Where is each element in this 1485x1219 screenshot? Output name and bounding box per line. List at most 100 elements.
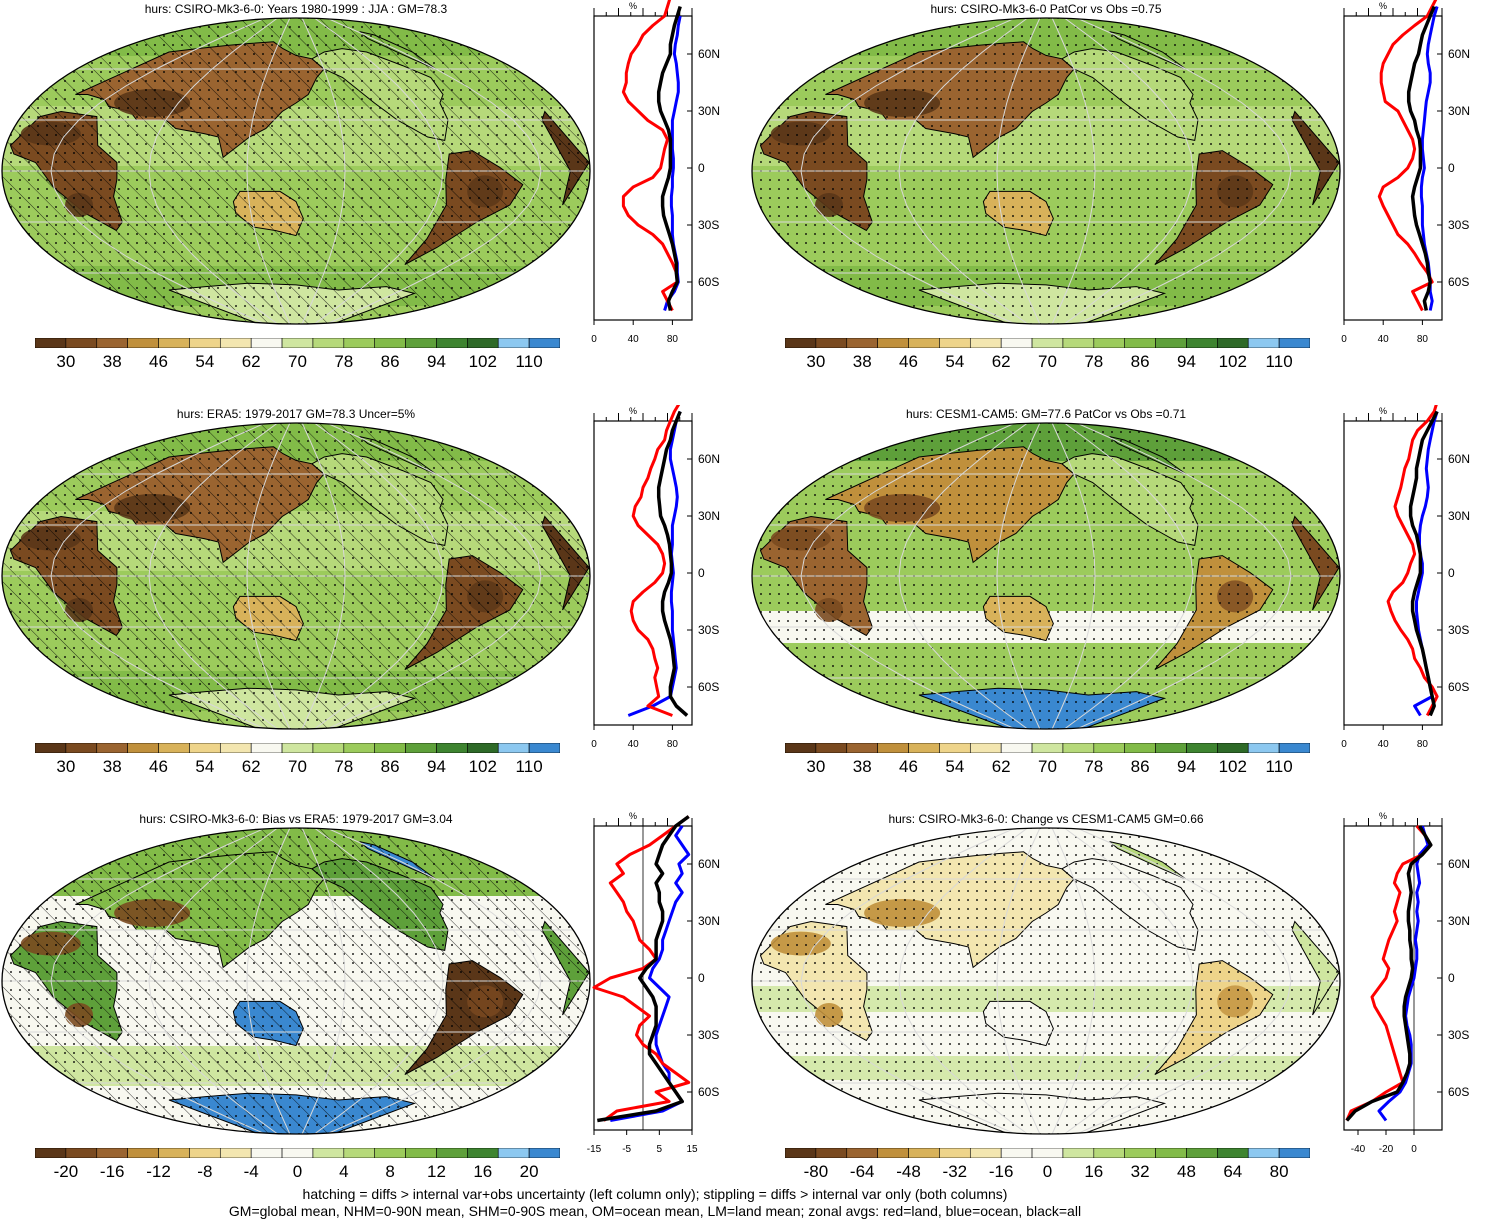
land-zonal-line — [592, 815, 691, 1122]
colorbar-swatch — [908, 1148, 940, 1158]
x-tick-label: 0 — [591, 739, 597, 750]
colorbar-label: 0 — [292, 1162, 303, 1181]
panel-6: hurs: CSIRO-Mk3-6-0: Change vs CESM1-CAM… — [750, 810, 1470, 1190]
colorbar-swatch — [219, 1148, 252, 1158]
colorbar-swatch — [497, 1148, 530, 1158]
colorbar-label: 102 — [468, 757, 497, 776]
colorbar-label: 70 — [1038, 352, 1057, 371]
longitude-line — [50, 18, 266, 324]
colorbar-label: -32 — [942, 1162, 968, 1181]
colorbar-swatch — [467, 1148, 499, 1158]
colorbar-swatch — [908, 743, 940, 753]
panel-2: hurs: CSIRO-Mk3-6-0 PatCor vs Obs =0.75 … — [750, 0, 1470, 380]
colorbar-swatch — [35, 743, 67, 753]
colorbar — [35, 338, 560, 348]
colorbar-swatch — [497, 743, 530, 753]
colorbar-swatch — [1278, 743, 1310, 753]
colorbar-swatch — [65, 1148, 98, 1158]
colorbar-swatch — [785, 1148, 817, 1158]
land-zonal-line — [1345, 825, 1433, 1122]
colorbar-swatch — [1278, 1148, 1310, 1158]
colorbar-label: -8 — [197, 1162, 213, 1181]
longitude-line — [301, 423, 346, 729]
colorbar — [35, 743, 560, 753]
colorbar-swatch — [127, 1148, 159, 1158]
map — [1, 827, 591, 1135]
longitude-line — [800, 423, 1016, 729]
colorbar — [785, 743, 1310, 753]
longitude-line — [898, 423, 1028, 729]
colorbar-swatch — [374, 338, 406, 348]
y-tick-label: 60S — [698, 275, 719, 289]
colorbar-label: 46 — [899, 757, 918, 776]
colorbar — [35, 1148, 560, 1158]
land-zonal-line — [1386, 405, 1439, 717]
longitude-line — [1076, 828, 1292, 1134]
y-tick-label: 30N — [698, 509, 720, 523]
colorbar-label: 32 — [1130, 1162, 1150, 1181]
colorbar-swatch — [405, 338, 437, 348]
y-tick-label: 30S — [1448, 1028, 1469, 1042]
colorbar-swatch — [343, 1148, 376, 1158]
colorbar-swatch — [939, 1148, 971, 1158]
colorbar-swatch — [158, 1148, 190, 1158]
colorbar-swatch — [1247, 1148, 1280, 1158]
colorbar-label: 46 — [149, 352, 168, 371]
colorbar-label: 54 — [195, 352, 215, 371]
y-tick-label: 30S — [698, 218, 719, 232]
longitude-line — [246, 18, 291, 324]
zonal-units-label: % — [629, 811, 637, 821]
colorbar-swatch — [436, 338, 468, 348]
map-field — [752, 18, 1340, 324]
colorbar — [785, 1148, 1310, 1158]
longitude-line — [996, 828, 1041, 1134]
colorbar-swatch — [219, 338, 252, 348]
colorbar-swatch — [528, 1148, 560, 1158]
longitude-line — [246, 423, 291, 729]
colorbar-label: 110 — [515, 757, 543, 776]
colorbar-label: 54 — [195, 757, 215, 776]
colorbar-swatch — [250, 338, 283, 348]
zonal-frame — [1343, 825, 1443, 1131]
y-tick-label: 0 — [1448, 971, 1455, 985]
colorbar-swatch — [127, 743, 159, 753]
colorbar-label: 80 — [1269, 1162, 1289, 1181]
x-tick-label: -20 — [1379, 1144, 1394, 1155]
colorbar-swatch — [1031, 1148, 1064, 1158]
colorbar-swatch — [785, 743, 817, 753]
colorbar-swatch — [467, 743, 499, 753]
colorbar-swatch — [374, 1148, 406, 1158]
colorbar-swatch — [374, 743, 406, 753]
colorbar-label: 0 — [1042, 1162, 1053, 1181]
zonal-units-label: % — [1379, 406, 1387, 416]
colorbar-swatch — [1124, 743, 1156, 753]
colorbar-swatch — [969, 743, 1002, 753]
longitude-line — [246, 828, 291, 1134]
x-tick-label: 0 — [1411, 1144, 1417, 1155]
y-tick-label: 60S — [1448, 680, 1469, 694]
y-tick-label: 30N — [1448, 104, 1470, 118]
colorbar-label: 102 — [1218, 757, 1247, 776]
x-tick-label: 80 — [667, 739, 679, 750]
colorbar-label: 70 — [288, 352, 307, 371]
colorbar-label: 86 — [1130, 352, 1150, 371]
colorbar-swatch — [281, 338, 314, 348]
all-zonal-line — [656, 410, 689, 717]
colorbar-label: 86 — [380, 352, 400, 371]
colorbar-swatch — [1155, 338, 1187, 348]
x-tick-label: 0 — [1341, 334, 1347, 345]
y-tick-label: 0 — [698, 566, 705, 580]
map-border — [751, 827, 1341, 1135]
colorbar-swatch — [1062, 338, 1095, 348]
y-tick-label: 30S — [698, 1028, 719, 1042]
y-tick-label: 60S — [698, 1085, 719, 1099]
colorbar-swatch — [1000, 743, 1033, 753]
y-tick-label: 0 — [698, 161, 705, 175]
colorbar-swatch — [969, 1148, 1002, 1158]
colorbar-label: 38 — [102, 352, 122, 371]
colorbar-swatch — [250, 743, 283, 753]
colorbar-swatch — [405, 1148, 437, 1158]
y-tick-label: 0 — [1448, 566, 1455, 580]
colorbar-label: 86 — [380, 757, 400, 776]
longitude-line — [1076, 18, 1292, 324]
